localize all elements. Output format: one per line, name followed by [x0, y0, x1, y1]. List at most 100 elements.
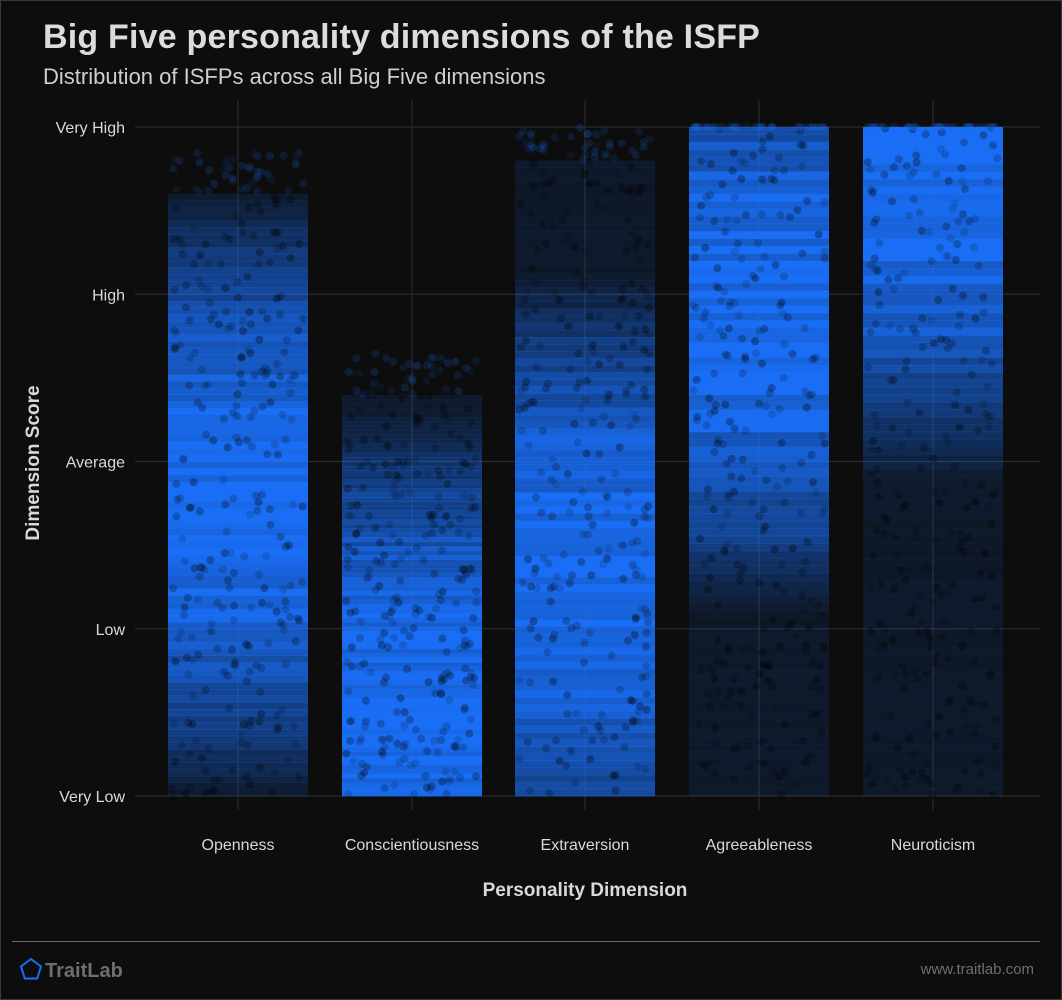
data-point — [220, 549, 229, 558]
data-point — [971, 215, 979, 223]
brand-logo[interactable]: TraitLab — [19, 957, 123, 986]
data-point — [589, 347, 598, 356]
data-point — [723, 510, 732, 519]
data-point — [644, 303, 653, 312]
data-point — [693, 413, 702, 421]
data-point — [730, 775, 739, 783]
data-point — [396, 576, 405, 585]
data-point — [864, 123, 873, 131]
data-point — [210, 776, 219, 785]
density-band — [689, 283, 829, 291]
data-point — [759, 505, 768, 514]
data-point — [943, 123, 951, 131]
data-point — [382, 422, 391, 431]
data-point — [959, 291, 967, 300]
data-point — [267, 787, 276, 796]
data-point — [237, 354, 246, 362]
data-point — [273, 244, 282, 253]
density-band — [689, 193, 829, 202]
density-band — [342, 613, 482, 618]
density-band — [342, 630, 482, 636]
data-point — [466, 673, 475, 682]
data-point — [631, 613, 640, 622]
data-point — [885, 321, 894, 330]
data-point — [281, 435, 290, 444]
data-point — [567, 747, 575, 756]
data-point — [515, 754, 524, 763]
data-point — [529, 143, 538, 152]
density-band — [515, 732, 655, 740]
data-point — [430, 737, 439, 745]
data-point — [713, 657, 722, 666]
density-band — [168, 374, 308, 382]
data-point — [989, 141, 998, 150]
data-point — [722, 540, 731, 549]
data-point — [701, 243, 710, 252]
site-url[interactable]: www.traitlab.com — [920, 961, 1034, 978]
data-point — [820, 254, 829, 263]
data-point — [874, 288, 883, 297]
density-band — [689, 758, 829, 767]
data-point — [588, 418, 597, 427]
density-band — [342, 523, 482, 529]
data-point — [364, 572, 373, 581]
data-point — [172, 328, 180, 337]
density-band — [689, 439, 829, 448]
data-point — [180, 603, 189, 612]
data-point — [209, 436, 218, 445]
data-point — [907, 609, 915, 618]
data-point — [442, 648, 451, 657]
data-point — [295, 240, 304, 248]
data-point — [721, 227, 730, 236]
data-point — [643, 241, 652, 250]
density-band — [689, 662, 829, 671]
data-point — [697, 201, 706, 210]
data-point — [627, 380, 636, 389]
y-tick-label: Very Low — [59, 789, 125, 806]
data-point — [255, 335, 264, 344]
data-point — [905, 428, 913, 437]
data-point — [370, 367, 379, 376]
data-point — [935, 499, 944, 508]
density-band — [515, 365, 655, 373]
data-point — [460, 641, 469, 650]
data-point — [557, 314, 566, 323]
data-point — [223, 576, 232, 585]
data-point — [865, 763, 874, 772]
data-point — [195, 507, 204, 516]
data-point — [443, 668, 452, 677]
data-point — [282, 336, 291, 345]
density-band — [689, 632, 829, 641]
density-band — [863, 253, 1003, 262]
data-point — [442, 385, 451, 394]
data-point — [717, 296, 726, 305]
data-point — [767, 410, 776, 419]
data-point — [974, 262, 983, 270]
data-point — [551, 480, 560, 489]
data-point — [957, 164, 966, 173]
data-point — [808, 123, 817, 131]
data-point — [776, 643, 785, 651]
data-point — [466, 564, 474, 573]
data-point — [600, 150, 609, 159]
data-point — [441, 513, 450, 522]
data-point — [692, 123, 701, 131]
data-point — [921, 130, 930, 139]
data-point — [371, 349, 380, 358]
data-point — [197, 564, 206, 572]
data-point — [923, 760, 932, 769]
x-tick-label: Neuroticism — [891, 837, 975, 854]
data-point — [237, 219, 246, 228]
density-band — [863, 439, 1003, 448]
density-band — [168, 314, 308, 322]
data-point — [540, 144, 549, 152]
data-point — [222, 171, 230, 180]
data-point — [729, 744, 738, 753]
density-band — [689, 691, 829, 700]
data-point — [950, 462, 959, 471]
data-point — [277, 706, 286, 715]
data-point — [221, 284, 230, 293]
data-point — [436, 472, 444, 481]
data-point — [729, 149, 738, 158]
data-point — [253, 200, 262, 209]
